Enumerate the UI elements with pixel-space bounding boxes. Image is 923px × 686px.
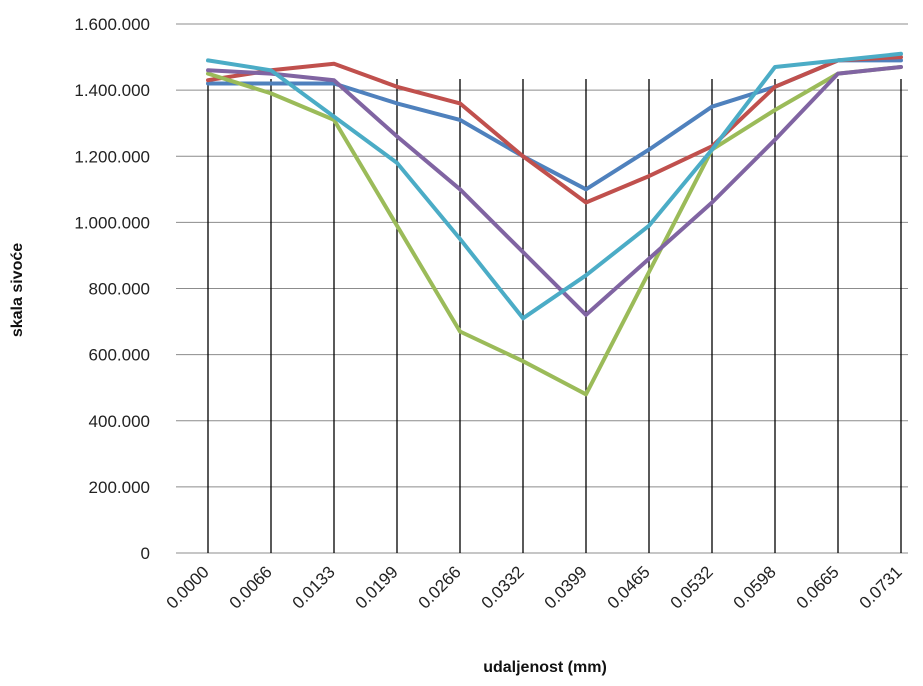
x-tick-label: 0.0665 [793,562,843,612]
series-line-4 [206,65,903,317]
x-tick-label: 0.0000 [163,562,213,612]
y-tick-label: 1.600.000 [74,15,150,34]
x-tick-label: 0.0598 [730,562,780,612]
y-tick-label: 800.000 [89,280,150,299]
series-line-3 [206,65,903,397]
x-axis-title: udaljenost (mm) [483,659,607,676]
y-tick-label: 1.000.000 [74,213,150,232]
x-tick-label: 0.0399 [541,562,591,612]
x-tick-label: 0.0332 [478,562,528,612]
y-tick-label: 0 [141,544,150,563]
series-line-5 [206,51,903,321]
x-tick-label: 0.0066 [226,562,276,612]
series-line-2 [206,55,903,205]
x-tick-label: 0.0199 [352,562,402,612]
y-axis-title: skala sivoće [9,243,26,337]
gridlines [176,23,908,554]
y-tick-label: 600.000 [89,346,150,365]
x-tick-label: 0.0731 [856,562,906,612]
y-tick-label: 200.000 [89,478,150,497]
y-tick-label: 400.000 [89,412,150,431]
y-tick-label: 1.400.000 [74,81,150,100]
y-tick-label: 1.200.000 [74,147,150,166]
x-tick-label: 0.0465 [604,562,654,612]
x-axis-tick-labels: 0.0000 0.0066 0.0133 0.0199 0.0266 0.0332 0.03… [163,562,906,612]
x-tick-label: 0.0133 [289,562,339,612]
series-lines [206,51,903,397]
y-axis-tick-labels: 0 200.000 400.000 600.000 800.000 1.000.000 1.… [74,15,150,563]
x-tick-label: 0.0266 [415,562,465,612]
x-tick-label: 0.0532 [667,562,717,612]
